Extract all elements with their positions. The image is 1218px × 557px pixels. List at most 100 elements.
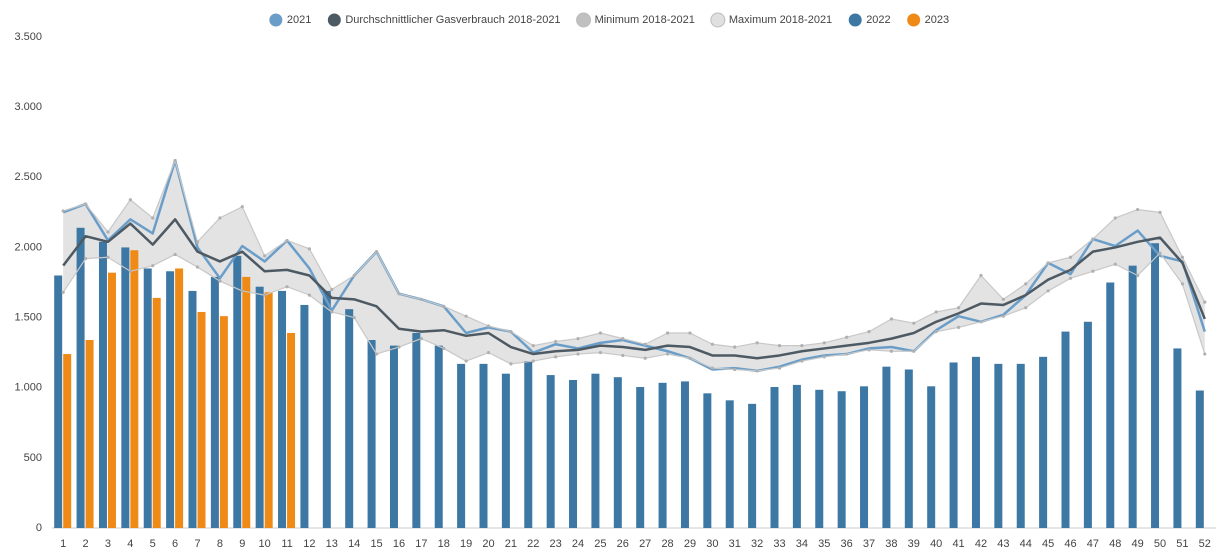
bar xyxy=(949,362,958,528)
band-point xyxy=(263,254,267,258)
band-point xyxy=(464,314,468,318)
bar xyxy=(63,354,72,528)
x-tick-label: 4 xyxy=(127,538,133,550)
y-tick-label: 3.000 xyxy=(14,101,42,113)
legend-item: Durchschnittlicher Gasverbrauch 2018-202… xyxy=(326,12,561,28)
y-tick-label: 1.000 xyxy=(14,382,42,394)
band-point xyxy=(1068,255,1073,259)
bar xyxy=(264,292,273,528)
x-tick-label: 22 xyxy=(527,538,539,550)
bar xyxy=(345,309,354,528)
bar xyxy=(76,227,85,528)
bar xyxy=(54,275,63,528)
x-tick-label: 5 xyxy=(150,538,156,550)
bar xyxy=(300,304,309,528)
band-point xyxy=(509,330,513,334)
band-point xyxy=(979,273,983,278)
bar xyxy=(703,393,712,528)
band-point xyxy=(1158,251,1162,255)
band-point xyxy=(1180,255,1185,259)
bar xyxy=(322,290,331,528)
legend: 2021 Durchschnittlicher Gasverbrauch 2018… xyxy=(268,12,949,28)
band-point xyxy=(330,310,334,314)
band-point xyxy=(397,292,401,296)
bar xyxy=(501,373,510,528)
band-point xyxy=(822,355,826,359)
band-point xyxy=(531,359,535,363)
bar xyxy=(1016,363,1025,528)
band-point xyxy=(151,216,155,220)
bar xyxy=(792,384,801,528)
legend-label: 2022 xyxy=(866,14,890,26)
bar xyxy=(837,391,846,528)
band-point xyxy=(263,293,267,297)
bar xyxy=(242,276,251,528)
band-point xyxy=(688,331,692,335)
x-tick-label: 45 xyxy=(1042,538,1054,550)
legend-label: Minimum 2018-2021 xyxy=(595,14,695,26)
line xyxy=(62,159,1207,373)
bar xyxy=(121,247,130,528)
x-tick-label: 29 xyxy=(684,538,696,550)
band-line xyxy=(62,252,1206,372)
band-point xyxy=(956,325,961,329)
band-point xyxy=(61,209,65,213)
x-tick-label: 31 xyxy=(729,538,741,550)
x-tick-label: 27 xyxy=(639,538,651,550)
band-point xyxy=(576,352,580,356)
x-tick-label: 28 xyxy=(661,538,673,550)
band-point xyxy=(934,330,938,334)
bar xyxy=(1106,282,1115,528)
x-tick-label: 32 xyxy=(751,538,763,550)
band-point xyxy=(889,317,894,321)
bar xyxy=(389,345,398,528)
bar xyxy=(255,286,264,528)
band-point xyxy=(509,362,513,366)
x-tick-label: 37 xyxy=(863,538,875,550)
band-point xyxy=(352,273,356,278)
x-tick-label: 21 xyxy=(505,538,517,550)
bar xyxy=(1039,356,1048,528)
x-tick-label: 8 xyxy=(217,538,223,550)
bar xyxy=(748,403,757,528)
bar xyxy=(175,268,184,528)
band-point xyxy=(733,345,737,349)
band-point xyxy=(1046,261,1050,265)
x-tick-label: 50 xyxy=(1154,538,1166,550)
bar xyxy=(613,377,622,528)
bar xyxy=(860,386,869,528)
legend-label: Durchschnittlicher Gasverbrauch 2018-202… xyxy=(345,14,560,26)
x-tick-label: 30 xyxy=(706,538,718,550)
band-point xyxy=(218,216,222,220)
band-point xyxy=(800,359,804,363)
x-tick-label: 19 xyxy=(460,538,472,550)
band-point xyxy=(464,359,468,363)
legend-label: 2021 xyxy=(287,14,311,26)
band-point xyxy=(554,339,558,344)
bar xyxy=(1173,348,1182,528)
y-tick-label: 500 xyxy=(24,452,42,464)
band-point xyxy=(755,341,759,345)
band-point xyxy=(218,279,222,283)
x-tick-label: 16 xyxy=(393,538,405,550)
band-point xyxy=(307,293,312,297)
legend-label: Maximum 2018-2021 xyxy=(729,14,832,26)
band-point xyxy=(106,230,110,234)
y-tick-label: 0 xyxy=(36,522,42,534)
x-tick-label: 40 xyxy=(930,538,942,550)
band-point xyxy=(352,315,356,320)
bar xyxy=(569,379,578,528)
band-point xyxy=(1024,306,1028,310)
band-point xyxy=(1024,282,1028,286)
bar xyxy=(971,356,980,528)
legend-swatch xyxy=(847,12,863,28)
x-tick-label: 10 xyxy=(259,538,271,550)
y-tick-label: 2.000 xyxy=(14,241,42,253)
bar xyxy=(479,363,488,528)
band-point xyxy=(240,289,244,293)
band-point xyxy=(800,344,804,348)
band-point xyxy=(106,255,110,259)
x-tick-label: 17 xyxy=(415,538,427,550)
bar xyxy=(412,333,421,528)
